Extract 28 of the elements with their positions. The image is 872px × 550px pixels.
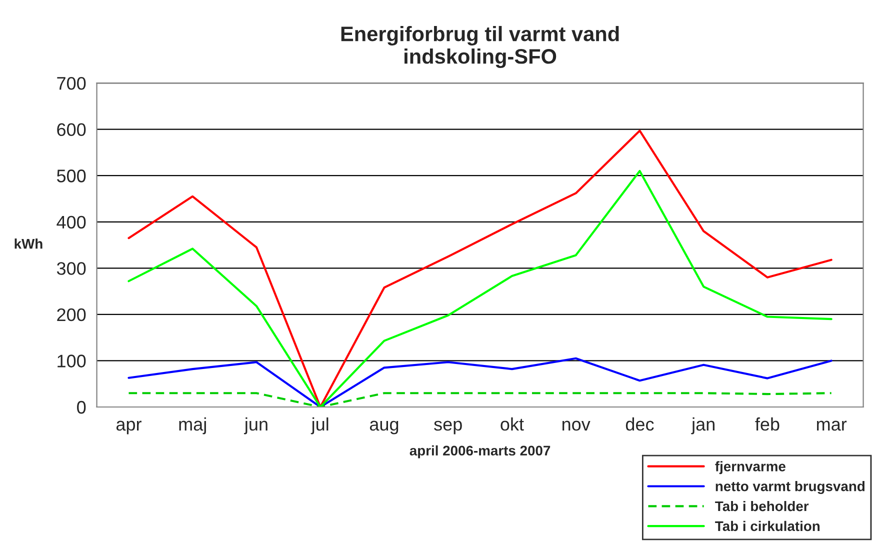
y-tick-label: 600	[57, 123, 86, 136]
chart-title: Energiforbrug til varmt vand indskoling-SFO	[341, 26, 619, 68]
y-tick-label: 200	[57, 308, 86, 322]
legend-label: Tab i cirkulation	[715, 520, 820, 532]
y-tick-label: 400	[56, 216, 86, 229]
legend-label: netto varmt brugsvand	[716, 481, 864, 494]
x-tick-label: mar	[816, 420, 847, 431]
y-tick-label: 300	[56, 262, 86, 275]
x-tick-label: jun	[244, 417, 268, 434]
legend-label: Tab i beholder	[715, 500, 809, 512]
y-tick-label: 100	[58, 354, 86, 368]
line-series	[128, 357, 832, 407]
x-tick-label: jan	[691, 417, 714, 434]
y-tick-label: 500	[56, 170, 86, 182]
x-axis-title: april 2006-marts 2007	[410, 445, 550, 458]
legend-label: fjernvarme	[715, 461, 786, 474]
y-tick-label: 700	[57, 76, 86, 90]
x-tick-label: maj	[179, 417, 206, 434]
x-tick-label: sep	[434, 420, 462, 434]
x-tick-label: okt	[500, 417, 524, 431]
x-tick-label: jul	[310, 417, 328, 434]
x-tick-label: aug	[370, 420, 398, 434]
x-tick-label: feb	[755, 417, 780, 431]
x-tick-label: apr	[116, 420, 142, 434]
y-axis-title: kWh	[14, 238, 42, 249]
y-tick-label: 0	[77, 400, 86, 414]
x-tick-label: nov	[562, 420, 590, 431]
x-tick-label: dec	[626, 417, 654, 431]
